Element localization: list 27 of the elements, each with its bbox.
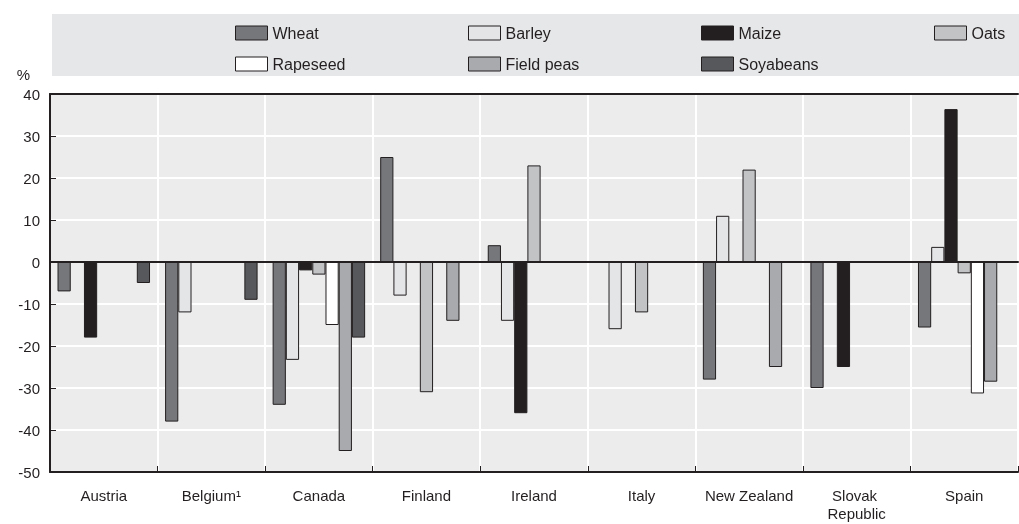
y-tick-label: 20 bbox=[23, 169, 40, 187]
x-tick-label: Austria bbox=[80, 486, 128, 504]
x-tick-label: New Zealand bbox=[704, 486, 794, 504]
y-tick-label: 30 bbox=[23, 127, 40, 145]
y-tick-label: -40 bbox=[18, 421, 40, 439]
y-tick-label: 0 bbox=[31, 253, 40, 271]
legend-label: Soyabeans bbox=[738, 55, 819, 73]
legend-label: Maize bbox=[738, 24, 782, 42]
y-tick-label: -20 bbox=[18, 337, 40, 355]
y-tick-label: -50 bbox=[18, 463, 40, 481]
legend-label: Wheat bbox=[272, 24, 320, 42]
y-tick-label: -30 bbox=[18, 379, 40, 397]
x-tick-label: Finland bbox=[401, 486, 452, 504]
legend-label: Rapeseed bbox=[272, 55, 346, 73]
x-tick-label: Slovak Republic bbox=[827, 486, 887, 522]
x-tick-label: Belgium¹ bbox=[181, 486, 241, 504]
y-tick-label: 10 bbox=[23, 211, 40, 229]
y-tick-label: 40 bbox=[23, 85, 40, 103]
legend-label: Field peas bbox=[505, 55, 580, 73]
legend-label: Oats bbox=[971, 24, 1006, 42]
legend-label: Barley bbox=[505, 24, 551, 42]
x-tick-label: Ireland bbox=[511, 486, 557, 504]
x-tick-label: Spain bbox=[945, 486, 984, 504]
y-tick-label: -10 bbox=[18, 295, 40, 313]
y-axis-title: % bbox=[16, 66, 30, 83]
x-tick-label: Canada bbox=[292, 486, 346, 504]
x-tick-label: Italy bbox=[627, 486, 656, 504]
